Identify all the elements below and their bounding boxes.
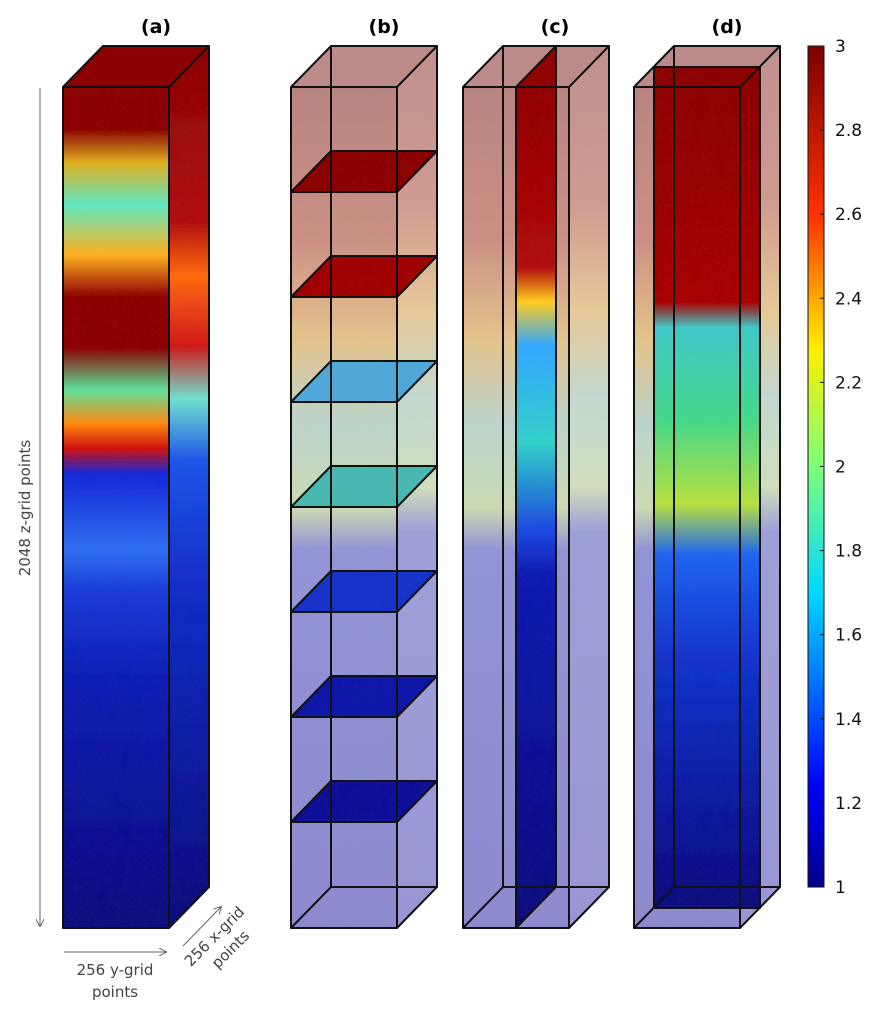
y-axis-label-line2: points xyxy=(92,983,138,1001)
z-axis-annotation: 2048 z-grid points xyxy=(16,88,40,926)
panel-c-vertical-slice xyxy=(515,45,557,929)
z-axis-label: 2048 z-grid points xyxy=(16,440,34,577)
y-axis-label-line1: 256 y-grid xyxy=(77,961,154,979)
panel-a-box xyxy=(62,45,210,929)
colorbar-tick-label: 3 xyxy=(835,37,846,57)
colorbar-tick-label: 2 xyxy=(835,458,846,478)
panel-d-mid-slice xyxy=(653,66,761,909)
panel-a-top-face xyxy=(63,46,209,87)
panel-a-front-face xyxy=(63,87,169,928)
colorbar-ticks: 3 2.8 2.6 2.4 2.2 2 1.8 1.6 1.4 1.2 1 xyxy=(820,37,862,898)
colorbar-tick-label: 2.4 xyxy=(835,289,862,309)
panel-label-d: (d) xyxy=(712,16,743,38)
panel-label-b: (b) xyxy=(369,16,400,38)
colorbar: 3 2.8 2.6 2.4 2.2 2 1.8 1.6 1.4 1.2 1 xyxy=(807,37,862,898)
panel-b-box xyxy=(290,45,438,929)
panel-c-box xyxy=(462,45,610,929)
panel-label-a: (a) xyxy=(141,16,171,38)
colorbar-tick-label: 1 xyxy=(835,878,846,898)
panel-label-c: (c) xyxy=(541,16,570,38)
colorbar-tick-label: 1.2 xyxy=(835,794,862,814)
x-axis-annotation: 256 x-grid points xyxy=(181,903,253,972)
colorbar-tick-label: 2.8 xyxy=(835,121,862,141)
y-axis-annotation: 256 y-grid points xyxy=(64,952,166,1001)
colorbar-tick-label: 1.4 xyxy=(835,710,862,730)
panel-d-box xyxy=(633,45,781,929)
colorbar-tick-label: 2.6 xyxy=(835,205,862,225)
panel-a-side-face xyxy=(169,46,209,928)
colorbar-tick-label: 2.2 xyxy=(835,373,862,393)
colorbar-tick-label: 1.8 xyxy=(835,542,862,562)
colorbar-tick-label: 1.6 xyxy=(835,626,862,646)
